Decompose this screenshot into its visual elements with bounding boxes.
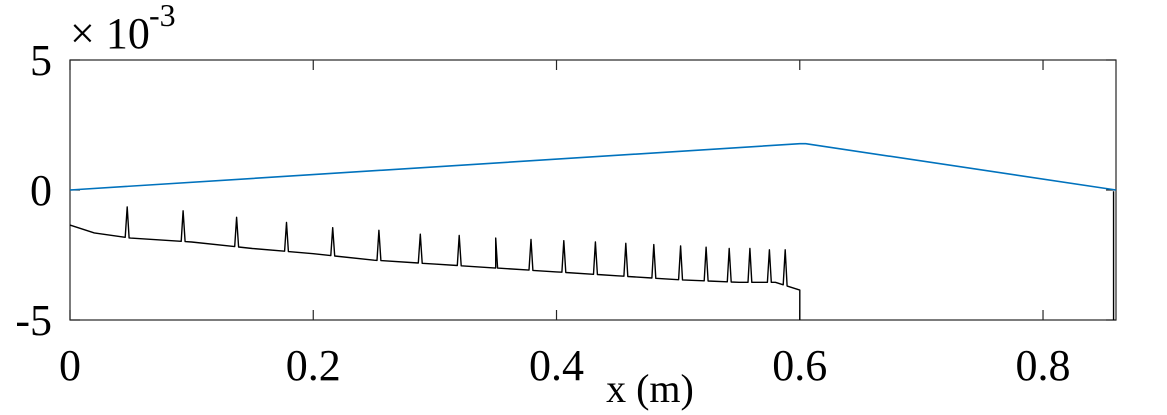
x-tick-labels: 0 0.2 0.4 0.6 0.8 [59,341,1071,390]
x-tick-label: 0.6 [772,341,827,390]
y-tick-label: 0 [30,166,52,215]
y-multiplier: × 10 -3 [70,0,176,58]
y-ticks [70,59,1116,321]
series-line-black [69,206,801,320]
x-tick-label: 0.2 [286,341,341,390]
series-line-blue [69,142,1117,191]
y-tick-label: -5 [15,296,52,345]
x-tick-label: 0.8 [1016,341,1071,390]
y-multiplier-base: × 10 [70,9,150,58]
y-tick-label: 5 [30,36,52,85]
x-axis-label: x (m) [606,366,694,411]
x-tick-label: 0 [59,341,81,390]
x-tick-label: 0.4 [529,341,584,390]
y-multiplier-exponent: -3 [149,0,176,33]
axes-box [69,59,1117,321]
series-group [69,142,1117,320]
y-tick-labels: -5 0 5 [15,36,52,345]
x-ticks [69,60,1044,320]
plot-area [69,59,1117,321]
